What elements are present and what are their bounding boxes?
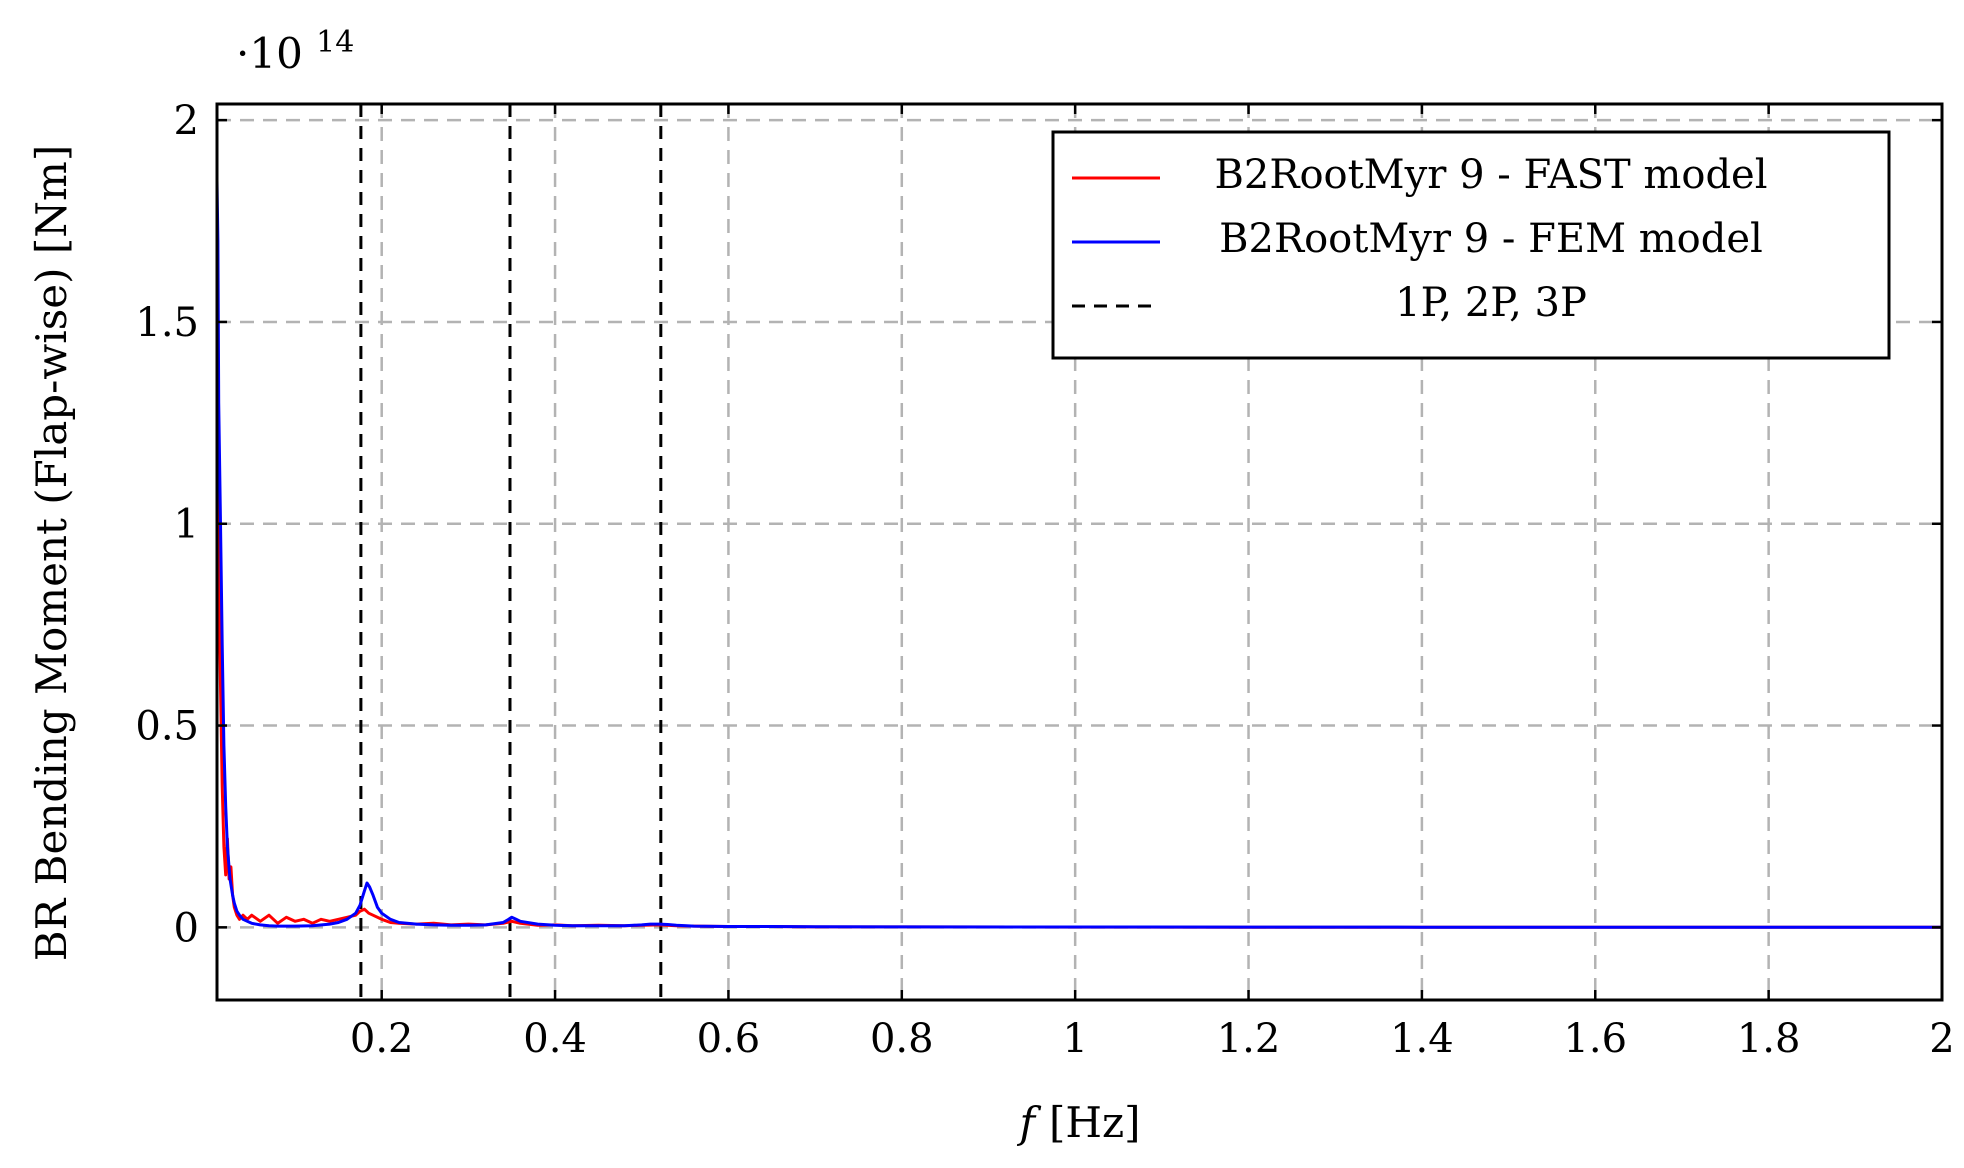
x-tick-label: 1.4 — [1390, 1016, 1454, 1062]
x-tick-label: 0.4 — [523, 1016, 587, 1062]
y-tick-label: 1.5 — [135, 300, 199, 346]
legend-label-fem: B2RootMyr 9 - FEM model — [1219, 216, 1763, 262]
series-lines — [215, 180, 1942, 929]
x-tick-label: 2 — [1929, 1016, 1954, 1062]
y-tick-label: 2 — [174, 98, 199, 144]
x-tick-label: 1 — [1062, 1016, 1087, 1062]
legend: B2RootMyr 9 - FAST model B2RootMyr 9 - F… — [1051, 130, 1891, 360]
x-tick-label: 1.2 — [1217, 1016, 1281, 1062]
x-tick-label: 0.8 — [870, 1016, 934, 1062]
legend-label-fast: B2RootMyr 9 - FAST model — [1214, 152, 1767, 198]
y-tick-label: 0 — [174, 905, 199, 951]
x-tick-label: 1.8 — [1737, 1016, 1801, 1062]
plot-frame — [215, 102, 1944, 1002]
harmonic-markers — [359, 104, 663, 1000]
y-scale-base: ·10 — [236, 29, 303, 78]
y-scale-exponent: 14 — [316, 25, 354, 60]
axis-ticks: 0.2 0.4 0.6 0.8 1 1.2 1.4 1.6 1.8 2 0 0.5 1 1.5 2 — [135, 98, 1954, 1062]
legend-box — [1051, 130, 1891, 360]
x-tick-label: 0.6 — [697, 1016, 761, 1062]
x-axis-unit: [Hz] — [1049, 1098, 1141, 1147]
y-tick-label: 1 — [174, 502, 199, 548]
x-tick-label: 1.6 — [1563, 1016, 1627, 1062]
x-tick-label: 0.2 — [350, 1016, 414, 1062]
y-scale-factor: ·10 14 — [236, 25, 354, 78]
y-tick-label: 0.5 — [135, 704, 199, 750]
svg-text:·10 14: ·10 14 — [236, 25, 354, 78]
legend-label-harmonics: 1P, 2P, 3P — [1395, 280, 1587, 326]
series-line-fem-model — [215, 180, 1942, 929]
y-axis-title: BR Bending Moment (Flap-wise) [Nm] — [27, 145, 76, 961]
